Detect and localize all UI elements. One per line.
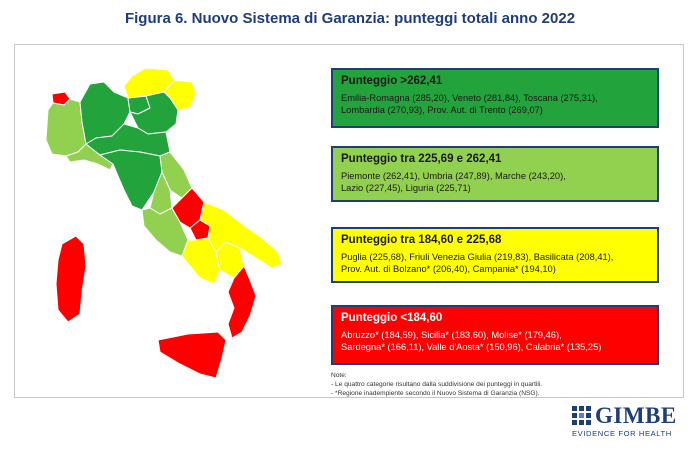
category-regions-line: Prov. Aut. di Bolzano* (206,40), Campani… (341, 264, 556, 274)
category-box-184-225: Punteggio tra 184,60 e 225,68 Puglia (22… (331, 227, 659, 283)
category-regions-line: Sardegna* (166,11), Valle d'Aosta* (150,… (341, 342, 602, 352)
category-regions: Emilia-Romagna (285,20), Veneto (281,84)… (341, 92, 649, 116)
category-regions: Abruzzo* (184,59), Sicilia* (183,60), Mo… (341, 329, 649, 353)
category-box-above-262: Punteggio >262,41 Emilia-Romagna (285,20… (331, 68, 659, 128)
figure-frame (14, 44, 684, 398)
category-regions-line: Piemonte (262,41), Umbria (247,89), Marc… (341, 171, 566, 181)
region-puglia (199, 201, 283, 269)
category-heading: Punteggio tra 184,60 e 225,68 (341, 234, 502, 246)
category-regions-line: Abruzzo* (184,59), Sicilia* (183,60), Mo… (341, 330, 562, 340)
logo-grid-icon (572, 406, 591, 425)
category-box-225-262: Punteggio tra 225,69 e 262,41 Piemonte (… (331, 146, 659, 202)
region-sardegna (55, 235, 87, 323)
gimbe-logo: GIMBE EVIDENCE FOR HEALTH (572, 403, 688, 444)
category-regions-line: Emilia-Romagna (285,20), Veneto (281,84)… (341, 93, 598, 103)
notes-label: Note: (331, 372, 347, 379)
logo-name: GIMBE (595, 403, 677, 428)
region-piemonte (45, 98, 87, 157)
italy-map (45, 67, 283, 379)
region-sicilia (157, 331, 227, 379)
category-heading: Punteggio tra 225,69 e 262,41 (341, 153, 502, 165)
category-heading: Punteggio >262,41 (341, 75, 443, 87)
category-heading: Punteggio <184,60 (341, 312, 443, 324)
notes-line: - Le quattro categorie risultano dalla s… (331, 381, 543, 388)
category-regions-line: Puglia (225,68), Friuli Venezia Giulia (… (341, 252, 614, 262)
category-regions: Puglia (225,68), Friuli Venezia Giulia (… (341, 251, 649, 275)
region-lombardia (79, 81, 131, 145)
category-box-below-184: Punteggio <184,60 Abruzzo* (184,59), Sic… (331, 305, 659, 365)
notes-line: - *Regione inadempiente secondo il Nuovo… (331, 390, 540, 397)
logo-tagline: EVIDENCE FOR HEALTH (572, 429, 672, 438)
category-regions: Piemonte (262,41), Umbria (247,89), Marc… (341, 170, 649, 194)
figure-title: Figura 6. Nuovo Sistema di Garanzia: pun… (124, 10, 576, 27)
notes: Note: - Le quattro categorie risultano d… (331, 371, 542, 398)
category-regions-line: Lazio (227,45), Liguria (225,71) (341, 183, 471, 193)
category-regions-line: Lombardia (270,93), Prov. Aut. di Trento… (341, 105, 543, 115)
region-liguria (65, 143, 114, 171)
region-calabria (227, 265, 257, 339)
